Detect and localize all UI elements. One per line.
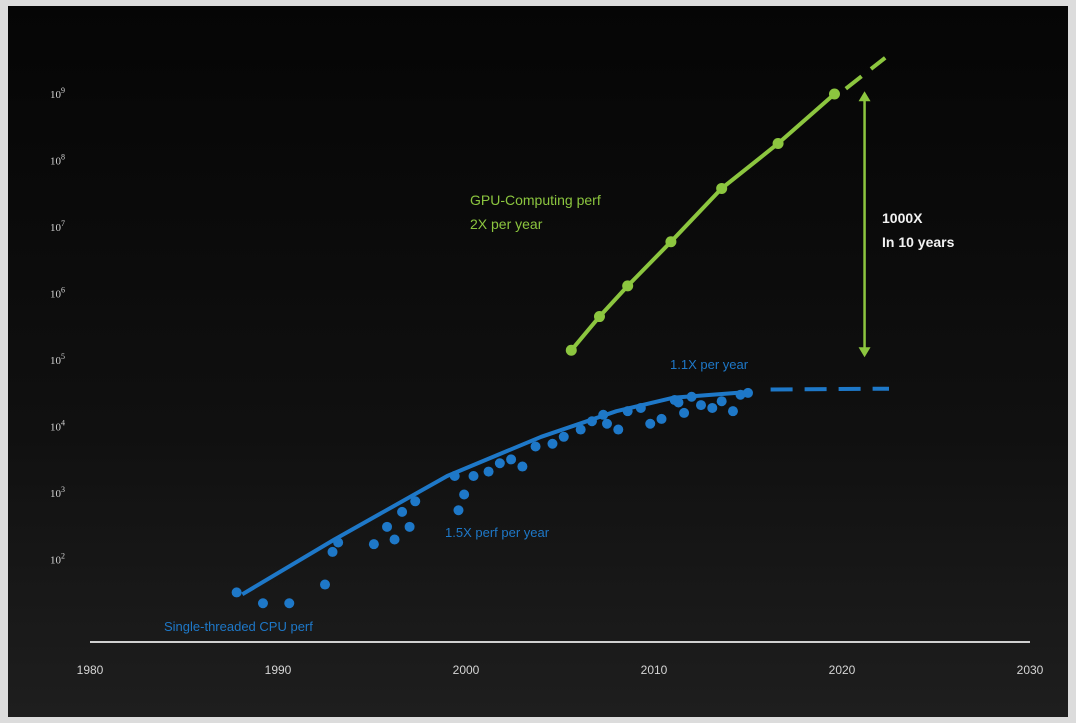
cpu-series-label: Single-threaded CPU perf <box>164 619 313 634</box>
cpu-data-point <box>410 496 421 507</box>
cpu-data-point <box>284 598 295 609</box>
cpu-data-point <box>707 402 718 413</box>
gpu-annotation-line1: GPU-Computing perf <box>470 192 601 208</box>
gpu-projection-line <box>844 56 887 91</box>
x-tick-label: 2010 <box>641 663 668 677</box>
gpu-data-point <box>828 88 840 100</box>
y-tick-labels: 102 103 104 105 106 107 108 109 <box>50 86 65 567</box>
cpu-data-point <box>696 400 706 411</box>
y-tick-label: 104 <box>50 419 65 434</box>
gpu-trend-line <box>569 92 836 352</box>
y-tick-label: 102 <box>50 552 65 567</box>
y-tick-label: 105 <box>50 352 65 367</box>
cpu-projection-line <box>770 386 890 392</box>
cpu-data-point <box>231 587 242 598</box>
cpu-data-point <box>645 418 656 429</box>
cpu-fast-annotation: 1.5X perf per year <box>445 525 550 540</box>
cpu-data-point <box>257 598 268 609</box>
gap-arrow <box>858 91 871 358</box>
x-tick-label: 2020 <box>829 663 856 677</box>
x-tick-label: 1980 <box>77 663 104 677</box>
cpu-data-point <box>382 521 393 532</box>
cpu-data-point <box>575 424 586 435</box>
cpu-data-point <box>459 489 470 500</box>
cpu-data-point <box>530 441 541 452</box>
cpu-data-point <box>389 534 400 545</box>
gpu-data-point <box>565 344 577 356</box>
y-tick-label: 106 <box>50 286 65 301</box>
cpu-data-point <box>673 397 684 408</box>
x-tick-labels: 1980 1990 2000 2010 2020 2030 <box>77 663 1044 677</box>
gap-annotation-line2: In 10 years <box>882 234 955 250</box>
cpu-slow-annotation: 1.1X per year <box>670 357 749 372</box>
gpu-annotation-line2: 2X per year <box>470 216 543 232</box>
cpu-data-point <box>327 546 338 557</box>
cpu-data-point <box>613 424 624 435</box>
cpu-data-point <box>506 454 517 465</box>
gpu-data-point <box>716 182 728 194</box>
cpu-data-point <box>368 539 379 550</box>
gap-annotation-line1: 1000X <box>882 210 923 226</box>
performance-chart: 102 103 104 105 106 107 108 109 1980 1990 2000 201… <box>50 56 1044 677</box>
cpu-data-point <box>494 458 505 469</box>
cpu-data-point <box>517 461 528 472</box>
cpu-data-point <box>468 471 479 482</box>
cpu-data-point <box>558 431 569 442</box>
y-tick-label: 103 <box>50 485 65 500</box>
gap-arrow-head-top <box>858 91 871 102</box>
cpu-scatter-points <box>231 387 753 609</box>
gpu-data-point <box>593 311 605 323</box>
cpu-data-point <box>397 506 408 517</box>
y-tick-label: 109 <box>50 86 65 101</box>
cpu-data-point <box>453 505 464 516</box>
cpu-data-point <box>727 406 738 417</box>
y-tick-label: 108 <box>50 153 65 168</box>
gap-arrow-head-bottom <box>858 347 871 358</box>
cpu-data-point <box>679 407 690 418</box>
gpu-data-point <box>622 280 634 292</box>
gpu-data-point <box>665 236 677 248</box>
cpu-data-point <box>547 438 558 449</box>
cpu-data-point <box>320 579 330 590</box>
x-tick-label: 1990 <box>265 663 292 677</box>
cpu-data-point <box>404 521 415 532</box>
cpu-data-point <box>602 418 612 429</box>
cpu-data-point <box>483 466 494 477</box>
cpu-trend-line <box>241 390 749 597</box>
y-tick-label: 107 <box>50 219 65 234</box>
cpu-data-point <box>656 413 667 424</box>
cpu-data-point <box>716 396 727 407</box>
series-layer <box>241 56 890 597</box>
x-tick-label: 2030 <box>1017 663 1044 677</box>
chart-frame: 102 103 104 105 106 107 108 109 1980 1990 2000 201… <box>8 6 1068 717</box>
gpu-data-point <box>772 138 784 150</box>
x-tick-label: 2000 <box>453 663 480 677</box>
